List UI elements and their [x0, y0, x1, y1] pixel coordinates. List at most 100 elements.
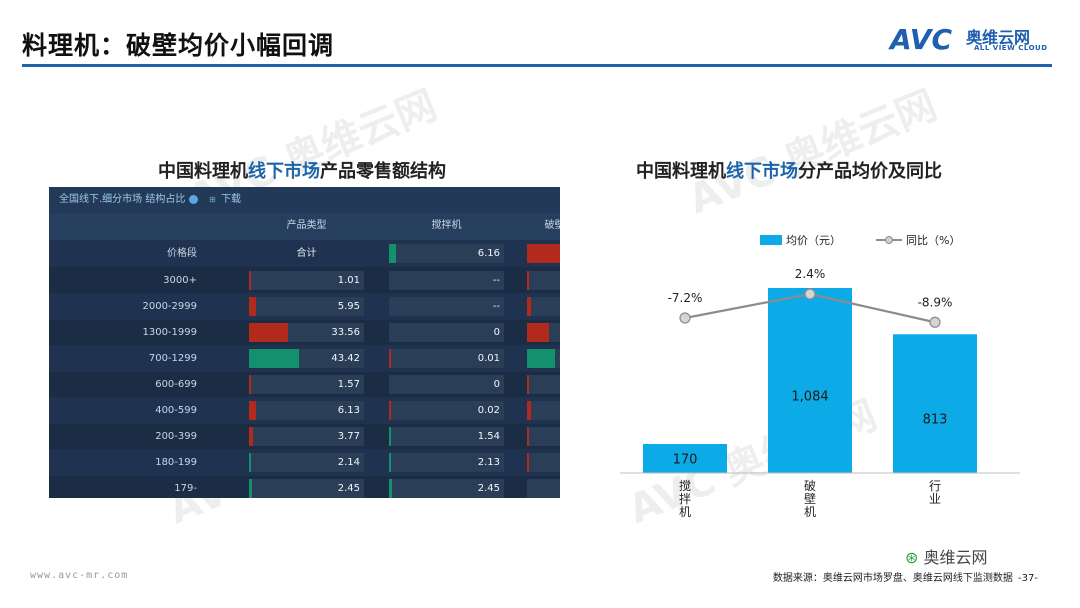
legend-bar-label: 均价（元）	[786, 234, 841, 247]
avc-logo: AVC 奥维云网 ALL VIEW CLOUD	[890, 23, 1047, 56]
table-cell: 5.95	[527, 297, 560, 316]
bar-value-label: 1,084	[791, 390, 828, 405]
value-bar	[389, 479, 392, 498]
table-cell: 6.13	[249, 401, 364, 420]
cell-value: 5.95	[337, 301, 360, 312]
value-bar	[389, 453, 392, 472]
value-bar	[389, 349, 391, 368]
download-icon[interactable]: ⊞	[209, 195, 216, 204]
column-header: 破壁机	[544, 220, 561, 231]
table-cell: --	[389, 297, 504, 316]
cell-value: 6.16	[477, 248, 500, 259]
table-row: 400-599 6.13 0.02 6.1	[49, 397, 560, 424]
price-band-label: 180-199	[155, 457, 197, 468]
legend-line-marker	[885, 236, 893, 244]
value-bar	[527, 297, 531, 316]
logo-en-name: ALL VIEW CLOUD	[974, 44, 1048, 52]
table-cell: 2.13	[389, 453, 504, 472]
table-total-row: 价格段 合计 6.16 93.84	[49, 240, 560, 267]
bar-chart-title: 中国料理机线下市场分产品均价及同比	[636, 161, 942, 182]
watermark: AVC 奥维云网	[682, 82, 944, 224]
cell-value: 1.01	[337, 275, 360, 286]
price-band-label: 400-599	[155, 405, 197, 416]
table-cell: 33.56	[249, 323, 364, 342]
wechat-icon: ⊛	[905, 548, 919, 567]
panel-header: 全国线下.细分市场 结构占比 ⊞ 下载	[49, 187, 560, 213]
table-cell: 5.95	[249, 297, 364, 316]
table-row: 700-1299 43.42 0.01 43.41	[49, 345, 560, 372]
data-source: 数据来源：奥维云网市场罗盘、奥维云网线下监测数据 -37-	[772, 573, 1038, 584]
cell-value: 93.84	[559, 244, 560, 263]
value-bar	[249, 453, 252, 472]
cell-value: 3.77	[337, 431, 360, 442]
x-tick-label: 破壁机	[804, 478, 816, 519]
cell-value: 1.57	[337, 379, 360, 390]
table-cell: 93.84	[527, 244, 560, 263]
price-bar	[893, 334, 977, 473]
cell-value: 2.45	[337, 483, 360, 494]
structure-table-panel: 全国线下.细分市场 结构占比 ⊞ 下载 产品类型 搅拌机 破壁机价格段 合计 6.16 9…	[49, 187, 560, 498]
table-cell: 6.1	[527, 401, 560, 420]
legend-line-label: 同比（%）	[906, 234, 960, 247]
table-cell: 2.45	[389, 479, 504, 498]
cell-value: 1.54	[477, 431, 500, 442]
yoy-value-label: -7.2%	[668, 291, 703, 305]
value-bar	[527, 427, 529, 446]
price-bar	[643, 443, 727, 473]
x-tick-label: 搅拌机	[679, 478, 691, 519]
info-icon[interactable]	[189, 195, 198, 204]
table-cell: 1.54	[389, 427, 504, 446]
table-row: 180-199 2.14 2.13 0.01	[49, 449, 560, 476]
price-band-label: 600-699	[155, 379, 197, 390]
value-bar	[527, 271, 529, 290]
table-row: 2000-2999 5.95 -- 5.95	[49, 293, 560, 320]
value-bar	[249, 323, 288, 342]
column-header: 产品类型	[286, 220, 327, 231]
value-bar	[527, 375, 529, 394]
table-cell: 0	[527, 479, 560, 498]
cell-value: 2.13	[477, 457, 500, 468]
table-cell: 0	[389, 323, 504, 342]
table-cell: 2.22	[527, 427, 560, 446]
price-band-label: 200-399	[155, 431, 197, 442]
download-link[interactable]: 下载	[221, 194, 241, 205]
logo-brand: AVC	[890, 23, 952, 56]
cell-value: --	[492, 275, 500, 286]
table-cell: 1.57	[249, 375, 364, 394]
cell-value: --	[492, 301, 500, 312]
yoy-value-label: 2.4%	[795, 267, 826, 281]
table-cell: 3.77	[249, 427, 364, 446]
value-bar	[249, 479, 252, 498]
value-bar	[249, 297, 256, 316]
value-bar	[389, 427, 391, 446]
total-label: 合计	[296, 248, 317, 259]
cell-value: 6.13	[337, 405, 360, 416]
value-bar	[527, 349, 556, 368]
cell-value: 33.56	[559, 323, 560, 342]
table-cell: 2.45	[249, 479, 364, 498]
table-cell: 1.01	[249, 271, 364, 290]
table-row: 1300-1999 33.56 0 33.56	[49, 319, 560, 346]
value-bar	[249, 401, 257, 420]
table-header-row: 产品类型 搅拌机 破壁机	[49, 213, 560, 240]
price-band-label: 2000-2999	[142, 301, 197, 312]
value-bar	[389, 244, 397, 263]
logo-cn-name: 奥维云网	[966, 28, 1031, 47]
value-bar	[527, 244, 560, 263]
cell-value: 2.14	[337, 457, 360, 468]
panel-caption: 全国线下.细分市场 结构占比	[59, 194, 186, 205]
value-bar	[527, 323, 549, 342]
page-number: -37-	[1018, 573, 1038, 584]
x-tick-label: 行业	[929, 479, 941, 506]
table-cell: 6.16	[389, 244, 504, 263]
cell-value: 43.42	[331, 353, 360, 364]
yoy-point	[804, 288, 816, 300]
table-cell: --	[389, 271, 504, 290]
table-cell: 43.41	[527, 349, 560, 368]
bar-value-label: 813	[923, 413, 948, 428]
price-band-label: 700-1299	[148, 353, 197, 364]
table-cell: 1.01	[527, 271, 560, 290]
value-bar	[527, 453, 529, 472]
table-row: 200-399 3.77 1.54 2.22	[49, 423, 560, 450]
footer-url[interactable]: www.avc-mr.com	[30, 570, 129, 581]
